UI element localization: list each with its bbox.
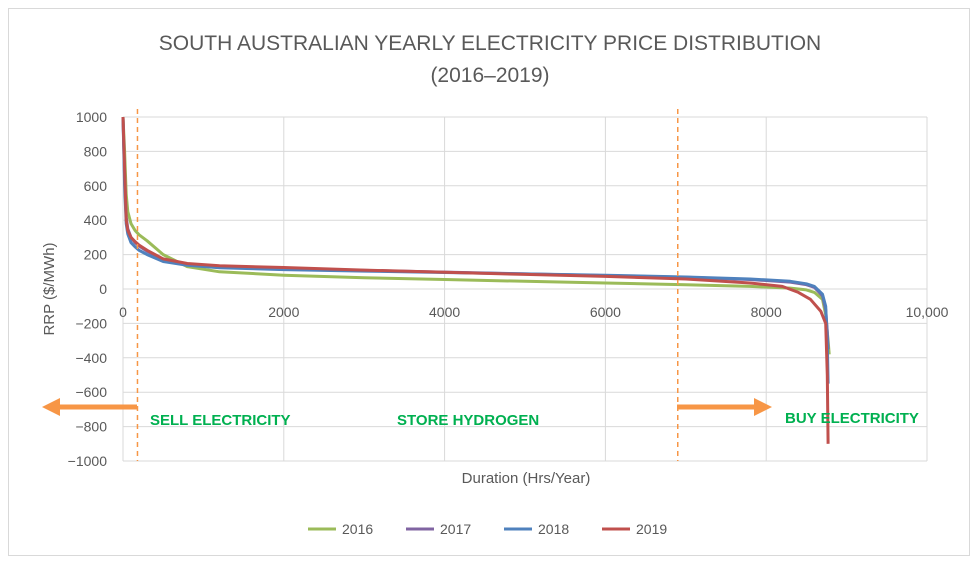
legend-label-2019: 2019 [636, 521, 667, 537]
series-line-2019 [121, 116, 830, 444]
x-tick-label: 8000 [751, 304, 782, 320]
y-tick-label: −400 [75, 350, 107, 366]
y-tick-label: −800 [75, 419, 107, 435]
y-tick-label: 1000 [76, 109, 107, 125]
x-tick-label: 6000 [590, 304, 621, 320]
x-tick-label: 2000 [268, 304, 299, 320]
y-axis-title: RRP ($/MWh) [41, 242, 58, 335]
series-line-2016 [121, 116, 831, 355]
buy-arrow [677, 398, 772, 416]
legend-label-2017: 2017 [440, 521, 471, 537]
y-tick-label: −600 [75, 384, 107, 400]
y-tick-label: −200 [75, 315, 107, 331]
chart-frame [8, 8, 970, 556]
sell-arrow [42, 398, 137, 416]
legend-label-2018: 2018 [538, 521, 569, 537]
y-tick-label: 200 [84, 247, 108, 263]
y-tick-label: 800 [84, 143, 108, 159]
chart-subtitle: (2016–2019) [430, 64, 549, 87]
y-axis-ticks: 1000 800 600 400 200 0 −200 −400 −600 −800 −1000 [68, 109, 108, 469]
y-tick-label: 600 [84, 178, 108, 194]
x-tick-label: 10,000 [906, 304, 949, 320]
region-label-store: STORE HYDROGEN [397, 412, 539, 429]
y-tick-label: −1000 [68, 453, 108, 469]
x-tick-label: 0 [119, 304, 127, 320]
series-lines [121, 116, 831, 444]
region-label-sell: SELL ELECTRICITY [150, 412, 291, 429]
y-tick-label: 0 [99, 281, 107, 297]
legend-label-2016: 2016 [342, 521, 373, 537]
x-axis-title: Duration (Hrs/Year) [462, 470, 591, 487]
series-line-2018 [121, 116, 830, 384]
legend: 2016 2017 2018 2019 [308, 521, 667, 537]
x-tick-label: 4000 [429, 304, 460, 320]
region-label-buy: BUY ELECTRICITY [785, 410, 919, 427]
x-axis-ticks: 0 2000 4000 6000 8000 10,000 [119, 304, 949, 320]
chart-title: SOUTH AUSTRALIAN YEARLY ELECTRICITY PRIC… [159, 32, 821, 55]
y-tick-label: 400 [84, 212, 108, 228]
divider-lines [136, 109, 679, 461]
